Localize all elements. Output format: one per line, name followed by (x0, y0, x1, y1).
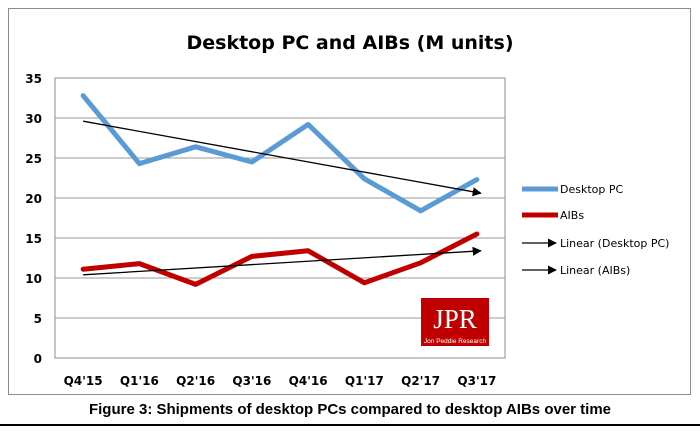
trendline-layer (83, 120, 482, 276)
legend-label-desktop-pc: Desktop PC (560, 183, 623, 196)
y-tick-label: 10 (25, 272, 42, 286)
trendline-aibs (83, 246, 482, 276)
legend-label-linear-aibs: Linear (AIBs) (560, 264, 630, 277)
y-tick-label: 5 (34, 312, 42, 326)
legend-label-aibs: AIBs (560, 209, 584, 222)
x-tick-label: Q3'16 (232, 374, 271, 388)
y-tick-label: 35 (25, 72, 42, 86)
series-layer (80, 93, 480, 287)
y-tick-label: 20 (25, 192, 42, 206)
y-tick-label: 25 (25, 152, 42, 166)
x-tick-label: Q3'17 (457, 374, 496, 388)
series-line-desktop-pc (80, 93, 480, 214)
plot-area (54, 77, 506, 359)
logo-main-text: JPR (433, 304, 477, 334)
y-tick-label: 15 (25, 232, 42, 246)
figure-caption: Figure 3: Shipments of desktop PCs compa… (88, 401, 612, 418)
x-tick-label: Q4'16 (289, 374, 328, 388)
y-tick-label: 0 (34, 352, 42, 366)
x-tick-label: Q2'17 (401, 374, 440, 388)
grid-lines (54, 77, 506, 359)
legend: Desktop PC AIBs Linear (Desktop PC) Linear … (522, 183, 669, 277)
x-tick-label: Q1'16 (120, 374, 159, 388)
caption-underline (0, 424, 700, 426)
logo-sub-text: Jon Peddie Research (424, 338, 487, 345)
y-axis: 0 5 10 15 20 25 30 35 (25, 72, 42, 366)
legend-label-linear-desktop-pc: Linear (Desktop PC) (560, 237, 669, 250)
x-tick-label: Q4'15 (64, 374, 103, 388)
trendline-desktop-pc (83, 120, 482, 197)
chart-title: Desktop PC and AIBs (M units) (186, 32, 513, 54)
jpr-logo: JPR Jon Peddie Research (421, 298, 489, 346)
x-tick-label: Q2'16 (176, 374, 215, 388)
chart-frame (8, 8, 691, 395)
series-line-aibs (80, 231, 480, 287)
y-tick-label: 30 (25, 112, 42, 126)
x-tick-label: Q1'17 (345, 374, 384, 388)
x-axis: Q4'15 Q1'16 Q2'16 Q3'16 Q4'16 Q1'17 Q2'17 Q3'17 (64, 374, 497, 388)
logo-background (421, 298, 489, 346)
